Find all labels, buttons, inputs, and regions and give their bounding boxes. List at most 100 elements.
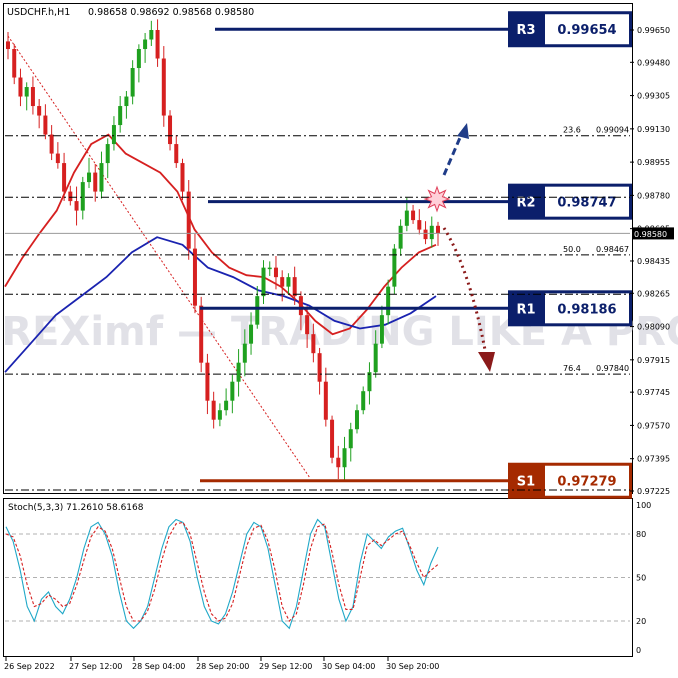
arrow-down-dotted — [442, 227, 488, 356]
candle-body — [118, 106, 123, 126]
candle-body — [161, 58, 166, 116]
breakout-burst-icon — [423, 185, 451, 213]
candle-body — [292, 277, 297, 297]
price-tick-label: 0.98435 — [637, 257, 670, 266]
candle-body — [192, 248, 197, 306]
sr-levels: R3 0.99654 R2 0.98747 R1 0.98186 S1 0.97279 — [200, 11, 632, 499]
level-value-box-r1 — [545, 293, 629, 324]
level-value-r3: 0.99654 — [557, 23, 616, 38]
candle-body — [68, 191, 73, 202]
candle-body — [30, 87, 35, 107]
candle-body — [143, 39, 148, 50]
arrow-down-head — [478, 352, 495, 372]
price-tick-label: 0.99130 — [637, 125, 670, 134]
level-label-r1: R1 — [516, 302, 535, 317]
candle-body — [99, 163, 104, 192]
candle-body — [436, 225, 440, 234]
stoch-tick-label: 0 — [636, 646, 641, 655]
trendline-diagonal — [7, 35, 311, 479]
candle-body — [199, 305, 204, 363]
candle-body — [43, 115, 48, 135]
candle-body — [236, 362, 241, 382]
moving-averages — [4, 35, 437, 479]
candle-body — [55, 153, 60, 164]
candle-body — [12, 49, 17, 78]
candle-body — [298, 296, 303, 316]
price-tick-label: 0.97745 — [637, 388, 670, 397]
level-value-box-r3 — [545, 14, 629, 45]
stoch-tick-label: 20 — [636, 617, 646, 626]
candle-body — [217, 410, 222, 420]
candle-body — [211, 400, 216, 420]
level-value-box-s1 — [545, 465, 629, 496]
candle-body — [37, 106, 42, 116]
level-label-r2: R2 — [516, 196, 535, 211]
candle-body — [429, 225, 434, 240]
level-label-s1: S1 — [517, 475, 535, 490]
candle-body — [149, 30, 154, 40]
stoch-panel-frame — [3, 498, 633, 657]
candle-body — [367, 372, 372, 392]
stoch-tick-label: 50 — [636, 574, 646, 583]
candle-body — [305, 315, 310, 335]
price-tick-label: 0.97570 — [637, 421, 670, 430]
candle-body — [311, 334, 316, 354]
ma-fast-line — [4, 133, 437, 336]
candle-body — [230, 381, 235, 401]
candles — [6, 19, 440, 481]
candle-body — [124, 96, 129, 107]
candle-body — [267, 267, 272, 270]
candle-body — [155, 30, 160, 59]
fibonacci-levels: 23.6 0.99094 50.0 0.98467 76.4 0.97840 0.98580 — [5, 123, 674, 491]
candle-body — [286, 277, 291, 287]
fib-level-label: 76.4 — [563, 364, 581, 373]
price-tick-label: 0.98605 — [637, 225, 670, 234]
level-value-s1: 0.97279 — [557, 475, 616, 490]
time-tick-label: 30 Sep 20:00 — [386, 662, 439, 671]
fib-level-label: 50.0 — [563, 245, 581, 254]
stoch-tick-label: 100 — [636, 501, 651, 510]
time-tick-label: 28 Sep 04:00 — [132, 662, 185, 671]
stoch-label: Stoch(5,3,3) 71.2610 58.6168 — [8, 503, 144, 513]
candle-body — [62, 163, 67, 192]
price-tick-label: 0.98265 — [637, 289, 670, 298]
candle-body — [348, 429, 353, 449]
candle-body — [323, 381, 328, 420]
fib-value-label: 0.99094 — [596, 126, 629, 135]
candle-body — [404, 210, 409, 226]
candle-body — [74, 201, 79, 211]
ma-slow-line — [4, 236, 437, 373]
candle-body — [130, 68, 135, 97]
candle-body — [411, 210, 416, 221]
time-tick-label: 27 Sep 12:00 — [69, 662, 122, 671]
candle-body — [18, 77, 23, 97]
arrow-up-head — [457, 123, 469, 139]
candle-body — [330, 419, 335, 458]
candle-body — [249, 324, 254, 344]
stoch-main-line — [5, 518, 439, 630]
candle-body — [361, 391, 366, 411]
price-tick-label: 0.97915 — [637, 356, 670, 365]
candle-body — [255, 296, 260, 325]
candle-body — [111, 125, 116, 145]
candle-body — [205, 362, 210, 401]
candle-body — [180, 163, 185, 192]
price-tick-label: 0.99650 — [637, 26, 670, 35]
candle-body — [317, 353, 322, 382]
candle-body — [261, 267, 266, 297]
candle-body — [242, 343, 247, 363]
time-tick-label: 30 Sep 04:00 — [322, 662, 375, 671]
candle-body — [87, 172, 92, 183]
candle-body — [354, 410, 359, 430]
time-tick-label: 26 Sep 2022 — [4, 662, 55, 671]
candle-body — [417, 220, 422, 230]
level-label-r3: R3 — [516, 23, 535, 38]
candle-body — [398, 225, 403, 249]
main-panel-frame — [3, 3, 633, 494]
stoch-tick-label: 80 — [636, 530, 646, 539]
fib-value-label: 0.97840 — [596, 364, 629, 373]
price-tick-label: 0.99480 — [637, 58, 670, 67]
candle-body — [105, 144, 110, 164]
